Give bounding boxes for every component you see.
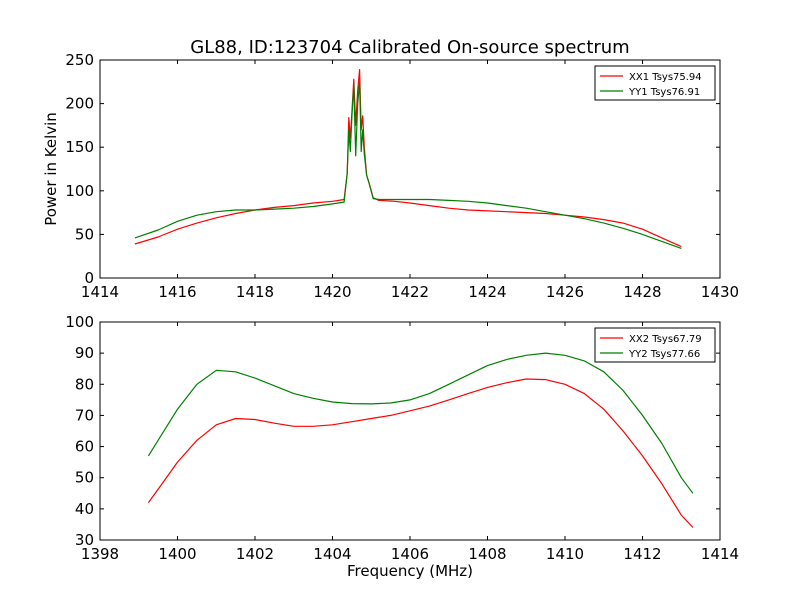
x-tick-label: 1424 [468,283,506,301]
x-tick-label: 1414 [81,283,119,301]
legend-label: YY2 Tsys77.66 [628,349,700,360]
x-tick-label: 1402 [236,545,274,563]
x-tick-label: 1404 [313,545,351,563]
y-tick-label: 50 [75,225,94,243]
series-line-yy1 [134,81,682,249]
x-tick-label: 1416 [158,283,196,301]
y-tick-label: 150 [65,138,94,156]
x-axis-label: Frequency (MHz) [347,562,473,580]
x-tick-label: 1420 [313,283,351,301]
legend: XX2 Tsys67.79 YY2 Tsys77.66 [594,327,716,363]
x-tick-label: 1406 [391,545,429,563]
x-tick-label: 1422 [391,283,429,301]
x-tick-label: 1430 [701,283,739,301]
x-tick-label: 1408 [468,545,506,563]
x-tick-label: 1426 [546,283,584,301]
bottom-spectrum-panel: 1398 1400 1402 1404 1406 1408 1410 1412 1414 30 40… [65,313,739,580]
x-tick-label: 1410 [546,545,584,563]
y-tick-label: 50 [75,469,94,487]
y-tick-label: 30 [75,531,94,549]
y-axis-label: Power in Kelvin [42,112,60,226]
y-tick-label: 60 [75,438,94,456]
x-tick-label: 1412 [623,545,661,563]
series-line-yy2 [147,352,694,494]
y-tick-label: 100 [65,182,94,200]
y-tick-label: 40 [75,500,94,518]
legend: XX1 Tsys75.94 YY1 Tsys76.91 [594,65,716,101]
legend-label: XX1 Tsys75.94 [629,72,702,83]
y-tick-label: 70 [75,406,94,424]
y-tick-label: 80 [75,375,94,393]
series-line-xx2 [147,378,694,528]
top-spectrum-panel: 1414 1416 1418 1420 1422 1424 1426 1428 1430 0 50 1… [42,51,739,301]
legend-label: YY1 Tsys76.91 [628,87,700,98]
y-tick-label: 200 [65,95,94,113]
legend-box [594,327,716,363]
series-line-xx1 [134,68,682,248]
x-tick-label: 1418 [236,283,274,301]
x-tick-label: 1428 [623,283,661,301]
x-tick-label: 1398 [81,545,119,563]
y-tick-label: 0 [84,269,94,287]
y-tick-label: 250 [65,51,94,69]
legend-label: XX2 Tsys67.79 [629,334,702,345]
y-tick-label: 90 [75,344,94,362]
y-tick-label: 100 [65,313,94,331]
figure-title: GL88, ID:123704 Calibrated On-source spe… [190,37,629,58]
legend-box [594,65,716,101]
x-tick-label: 1414 [701,545,739,563]
x-tick-label: 1400 [158,545,196,563]
